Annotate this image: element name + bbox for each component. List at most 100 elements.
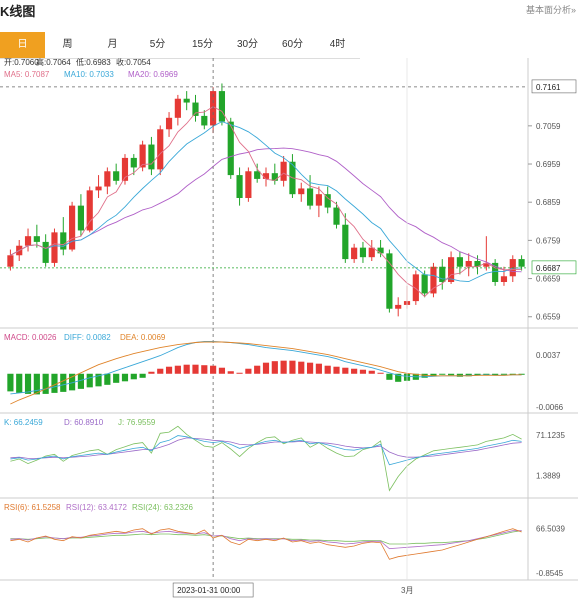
kdj-k-line [10,435,522,466]
candle-body-42 [377,247,384,254]
tab-0[interactable]: 日 [0,32,45,58]
fundamental-analysis-link[interactable]: 基本面分析» [525,5,576,15]
macd-bar-36 [324,365,331,374]
candle-body-4 [42,241,49,263]
macd-bar-43 [386,373,393,380]
candle-body-12 [113,171,120,181]
price-tick-label-5: 0.6559 [536,313,561,322]
macd-bar-25 [227,371,234,374]
kdj-label-2: J: 76.9559 [118,418,156,427]
macd-bar-7 [69,373,76,391]
macd-dea-line [10,341,522,405]
candle-body-47 [421,274,428,294]
macd-bar-37 [333,366,340,374]
macd-bar-39 [351,368,358,374]
macd-label-2: DEA: 0.0069 [120,333,166,342]
macd-bar-33 [298,361,305,374]
kdj-tick-label-0: 71.1235 [536,431,565,440]
crosshair-price-label: 0.7161 [536,83,561,92]
macd-tick-label-1: -0.0066 [536,403,564,412]
rsi12-line [10,530,522,550]
ma-label-1: MA10: 0.7033 [64,70,114,79]
kdj-tick-label-1: 1.3889 [536,472,561,481]
ma-label-2: MA20: 0.6969 [128,70,178,79]
crosshair-price-box [531,79,577,94]
candle-body-52 [465,261,472,267]
candle-body-24 [218,91,226,122]
rsi-label-2: RSI(24): 63.2326 [132,503,193,512]
ma10-line [10,121,522,283]
candle-body-54 [483,262,490,267]
candle-body-25 [227,121,234,176]
macd-bar-20 [183,364,190,374]
candle-body-13 [121,157,129,181]
ohlc-label-0: 开:0.7060 [4,58,39,67]
macd-bar-49 [439,373,446,375]
tab-2[interactable]: 月 [107,39,118,50]
candle-body-26 [236,175,243,198]
macd-bar-15 [139,373,146,378]
candle-body-41 [368,247,375,258]
candle-body-49 [439,266,446,282]
rsi-label-0: RSI(6): 61.5258 [4,503,61,512]
macd-bar-23 [210,365,217,374]
candle-body-10 [95,186,102,191]
tab-4[interactable]: 15分 [191,39,214,50]
macd-bar-38 [342,367,349,374]
last-price-label: 0.6687 [536,264,561,273]
macd-bar-21 [192,364,199,374]
tab-7[interactable]: 4时 [329,39,346,50]
macd-bar-57 [509,373,516,375]
macd-bar-32 [289,360,296,374]
macd-bar-24 [218,367,226,374]
tab-5[interactable]: 30分 [236,39,259,50]
macd-bar-12 [113,373,120,383]
candle-body-38 [342,224,349,260]
candle-body-35 [315,194,322,206]
candle-body-40 [359,247,367,258]
macd-bar-51 [456,373,463,377]
candle-body-16 [148,144,155,170]
candle-body-18 [165,117,173,130]
timeframe-tabs: 日 周 月 5分 15分 30分 60分 4时 [0,32,360,59]
ohlc-label-3: 收:0.7054 [116,58,151,67]
rsi-label-1: RSI(12): 63.4172 [66,503,127,512]
macd-bar-41 [368,370,375,374]
kdj-label-1: D: 60.8910 [64,418,104,427]
candle-body-44 [395,304,402,309]
candle-body-53 [474,261,481,267]
candle-body-27 [245,171,252,198]
tab-6[interactable]: 60分 [281,39,304,50]
tab-3[interactable]: 5分 [149,39,166,50]
macd-bar-18 [165,366,173,374]
macd-bar-19 [174,365,181,374]
macd-bar-4 [42,373,49,394]
crosshair-date-label: 2023-01-31 00:00 [177,586,241,595]
candle-body-3 [33,236,40,242]
macd-bar-30 [271,361,278,374]
macd-bar-53 [474,373,481,376]
candle-body-11 [104,171,111,187]
candle-body-20 [183,98,190,103]
candle-body-15 [139,144,146,168]
macd-label-0: MACD: 0.0026 [4,333,57,342]
candle-body-19 [174,98,181,118]
macd-bar-26 [236,372,243,374]
candle-body-6 [60,232,67,250]
macd-bar-8 [77,373,84,389]
month-label: 3月 [401,586,413,595]
candle-body-36 [324,194,331,208]
macd-bar-42 [377,372,384,374]
macd-bar-27 [245,368,252,374]
candle-body-48 [430,266,437,294]
ma-label-0: MA5: 0.7087 [4,70,50,79]
macd-bar-11 [104,373,111,385]
tab-1[interactable]: 周 [62,39,73,50]
price-tick-label-3: 0.6759 [536,236,561,245]
macd-bar-0 [7,373,14,392]
macd-bar-31 [280,360,287,374]
candle-body-55 [492,262,499,282]
macd-bar-40 [359,369,367,374]
macd-bar-22 [201,365,208,374]
macd-bar-34 [306,362,314,374]
